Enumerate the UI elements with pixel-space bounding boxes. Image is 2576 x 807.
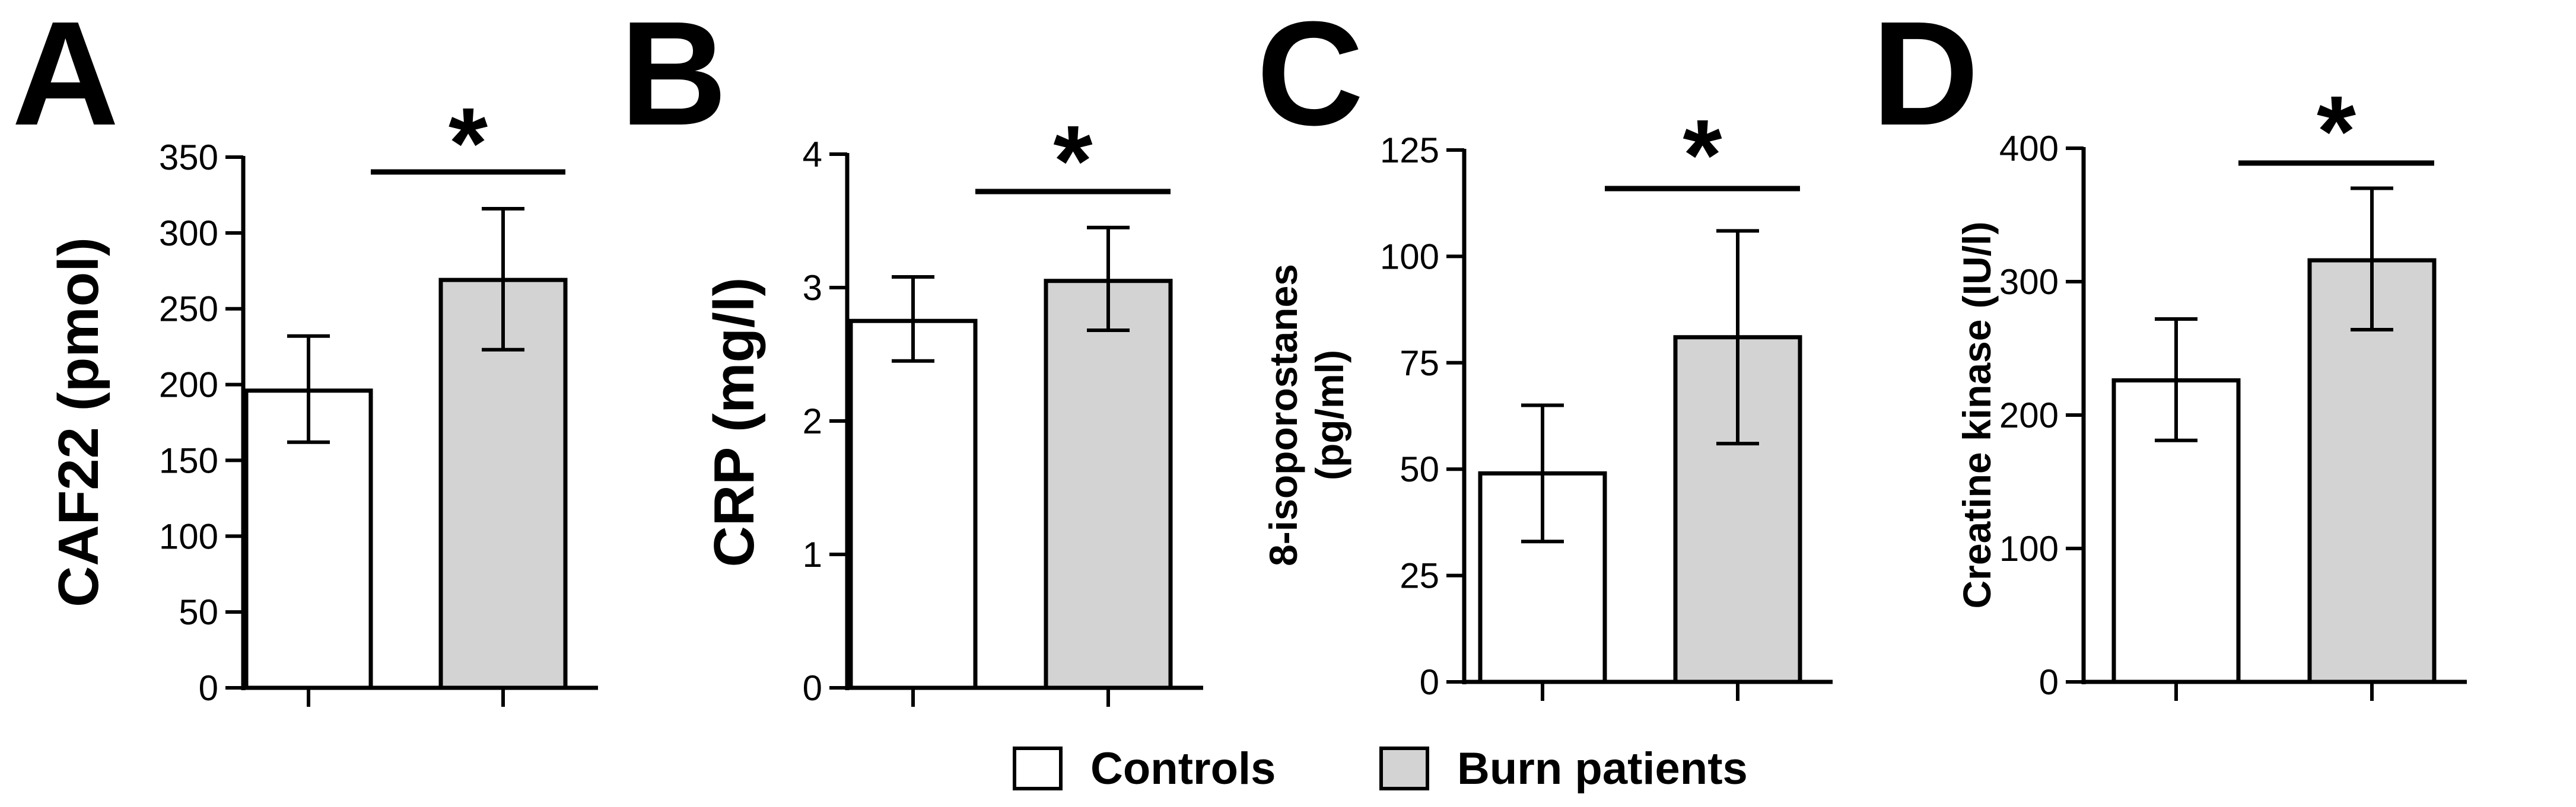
significance-star: * xyxy=(1053,105,1092,218)
y-tick-label: 2 xyxy=(803,401,822,441)
y-tick-label: 50 xyxy=(179,592,218,632)
panel-d: D 0 100 200 300 400 Creatine kinase (IU/l) * xyxy=(1872,0,2467,702)
panel-c: C 0 25 50 75 100 125 8-isoporostanes (pg/ml) * xyxy=(1257,0,1833,702)
significance-star: * xyxy=(1683,99,1722,212)
panel-letter: D xyxy=(1872,0,1979,156)
y-tick-label: 3 xyxy=(803,268,822,308)
y-axis-label: (pg/ml) xyxy=(1308,350,1351,480)
bar-controls xyxy=(848,318,978,690)
y-tick-label: 350 xyxy=(159,138,218,177)
y-axis-label: 8-isoporostanes xyxy=(1261,264,1305,566)
y-tick-label: 250 xyxy=(159,289,218,329)
y-tick-label: 150 xyxy=(159,441,218,480)
y-tick-label: 25 xyxy=(1400,556,1439,596)
y-tick-label: 0 xyxy=(2039,662,2059,702)
legend-label: Controls xyxy=(1090,744,1276,794)
y-axis-label: CRP (mg/l) xyxy=(702,277,766,567)
y-tick-label: 4 xyxy=(803,135,822,174)
y-tick-label: 0 xyxy=(199,668,218,708)
significance-star: * xyxy=(449,87,488,200)
y-tick-label: 400 xyxy=(1999,129,2059,168)
bar-burn-patients xyxy=(1044,279,1173,690)
y-tick-label: 100 xyxy=(159,516,218,556)
legend-swatch-burn-patients xyxy=(1379,747,1429,790)
panel-letter: C xyxy=(1257,0,1364,156)
panel-letter: A xyxy=(12,0,119,156)
y-tick-label: 125 xyxy=(1380,130,1439,170)
panel-b: B 0 1 2 3 4 CRP (mg/l) * xyxy=(620,0,1203,708)
y-tick-label: 200 xyxy=(159,365,218,405)
y-tick-label: 100 xyxy=(1380,237,1439,276)
y-tick-label: 75 xyxy=(1400,343,1439,383)
panel-a: A 0 50 100 150 200 250 300 350 CAF22 (pmol) * xyxy=(12,0,598,708)
y-tick-label: 0 xyxy=(1420,662,1439,702)
significance-star: * xyxy=(2317,75,2356,188)
y-tick-label: 300 xyxy=(1999,262,2059,302)
panel-letter: B xyxy=(620,0,727,156)
y-tick-label: 100 xyxy=(1999,529,2059,569)
y-tick-label: 50 xyxy=(1400,449,1439,489)
legend: Controls Burn patients xyxy=(1013,744,1748,794)
y-tick-label: 0 xyxy=(803,668,822,708)
y-axis-label: Creatine kinase (IU/l) xyxy=(1955,222,1999,609)
y-tick-label: 1 xyxy=(803,535,822,575)
legend-swatch-controls xyxy=(1013,747,1063,790)
y-tick-label: 200 xyxy=(1999,395,2059,435)
y-axis-label: CAF22 (pmol) xyxy=(47,237,110,607)
y-tick-label: 300 xyxy=(159,213,218,253)
legend-label: Burn patients xyxy=(1457,744,1748,794)
